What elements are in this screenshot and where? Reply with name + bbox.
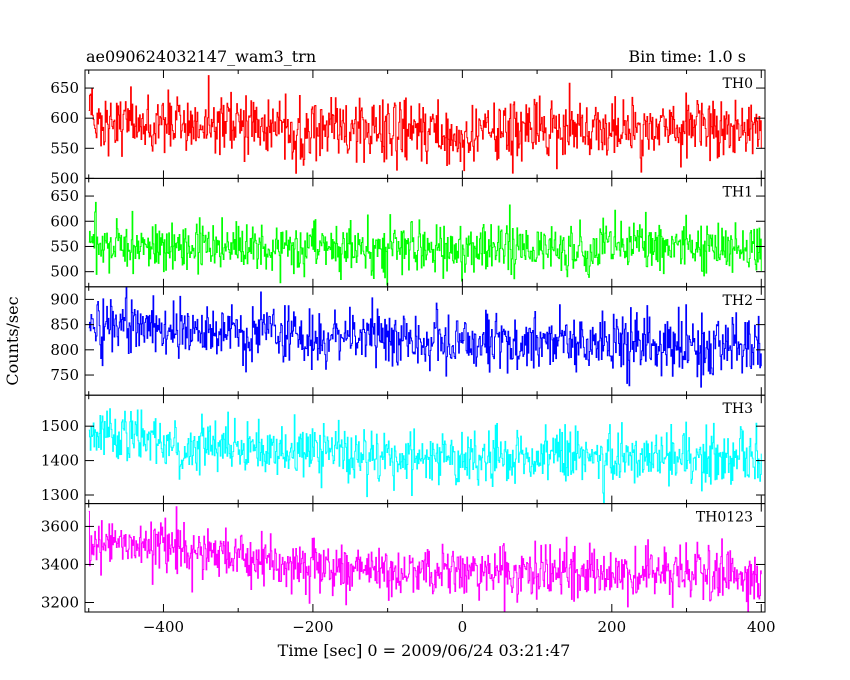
y-tick-label: 900 <box>50 290 79 308</box>
y-tick-label: 500 <box>50 263 79 281</box>
y-tick-label: 550 <box>50 139 79 157</box>
series-label-th2: TH2 <box>723 293 753 309</box>
y-tick-label: 750 <box>50 366 79 384</box>
series-line-th3 <box>88 408 762 504</box>
panel-th0123: 3200 3400 3600 TH0123 <box>41 503 766 613</box>
x-tick-label: −400 <box>143 618 184 636</box>
y-tick-label: 1500 <box>41 417 79 435</box>
panels: 500 550 600 650 TH0 500 550 600 650 TH1 750 800 850 9… <box>41 69 766 613</box>
series-line-th0123 <box>88 506 762 613</box>
x-tick-label: −200 <box>292 618 333 636</box>
series-line-th2 <box>88 286 762 388</box>
y-tick-label: 800 <box>50 341 79 359</box>
x-tick-label: 400 <box>747 618 776 636</box>
panel-th1: 500 550 600 650 TH1 <box>50 177 766 288</box>
y-tick-label: 850 <box>50 316 79 334</box>
series-line-th1 <box>88 201 762 286</box>
y-tick-label: 550 <box>50 237 79 255</box>
series-label-th0: TH0 <box>723 76 753 92</box>
series-label-th3: TH3 <box>723 401 753 417</box>
x-axis-ticks: −400 −200 0 200 400 <box>143 618 776 636</box>
y-tick-label: 3200 <box>41 593 79 611</box>
y-tick-label: 650 <box>50 79 79 97</box>
series-line-th0 <box>88 75 762 174</box>
y-tick-label: 1400 <box>41 452 79 470</box>
panel-th3: 1300 1400 1500 TH3 <box>41 394 766 505</box>
y-tick-label: 3600 <box>41 517 79 535</box>
bin-time-label: Bin time: 1.0 s <box>628 47 746 66</box>
series-label-th0123: TH0123 <box>696 510 753 526</box>
series-label-th1: TH1 <box>723 184 753 200</box>
chart-title: ae090624032147_wam3_trn <box>86 47 316 66</box>
panel-th0: 500 550 600 650 TH0 <box>50 69 766 187</box>
y-tick-label: 500 <box>50 169 79 187</box>
x-tick-label: 0 <box>458 618 468 636</box>
x-tick-label: 200 <box>597 618 626 636</box>
y-tick-label: 600 <box>50 109 79 127</box>
panel-th2: 750 800 850 900 TH2 <box>50 286 766 396</box>
y-tick-label: 650 <box>50 187 79 205</box>
y-tick-label: 1300 <box>41 486 79 504</box>
y-axis-label: Counts/sec <box>3 296 22 385</box>
panel-frame <box>84 503 766 613</box>
x-axis-label: Time [sec] 0 = 2009/06/24 03:21:47 <box>278 641 571 660</box>
y-tick-label: 3400 <box>41 555 79 573</box>
y-tick-label: 600 <box>50 212 79 230</box>
